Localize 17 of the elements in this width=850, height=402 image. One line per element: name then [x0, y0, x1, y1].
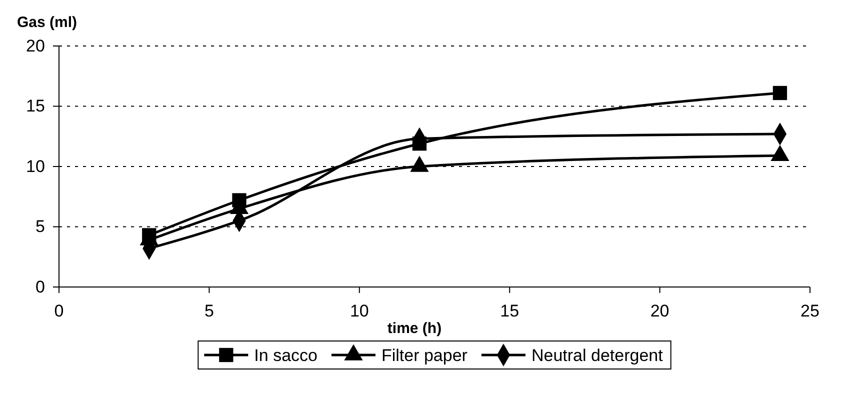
y-tick-label: 0 — [35, 277, 45, 296]
y-axis-title: Gas (ml) — [17, 14, 78, 31]
y-tick-label: 10 — [26, 156, 45, 176]
x-tick-label: 15 — [500, 301, 520, 320]
legend-label: Filter paper — [381, 346, 468, 365]
x-tick-label: 0 — [54, 301, 64, 320]
x-tick-label: 25 — [800, 301, 820, 320]
x-tick-label: 5 — [204, 301, 214, 320]
y-tick-label: 20 — [26, 36, 45, 56]
x-tick-label: 20 — [650, 301, 670, 320]
x-tick-label: 10 — [350, 301, 369, 320]
y-tick-label: 15 — [26, 96, 45, 116]
point — [772, 86, 788, 100]
legend-label: In sacco — [254, 346, 318, 365]
x-axis-title: time (h) — [387, 320, 442, 337]
legend-label: Neutral detergent — [531, 346, 664, 365]
y-tick-label: 5 — [35, 217, 45, 236]
